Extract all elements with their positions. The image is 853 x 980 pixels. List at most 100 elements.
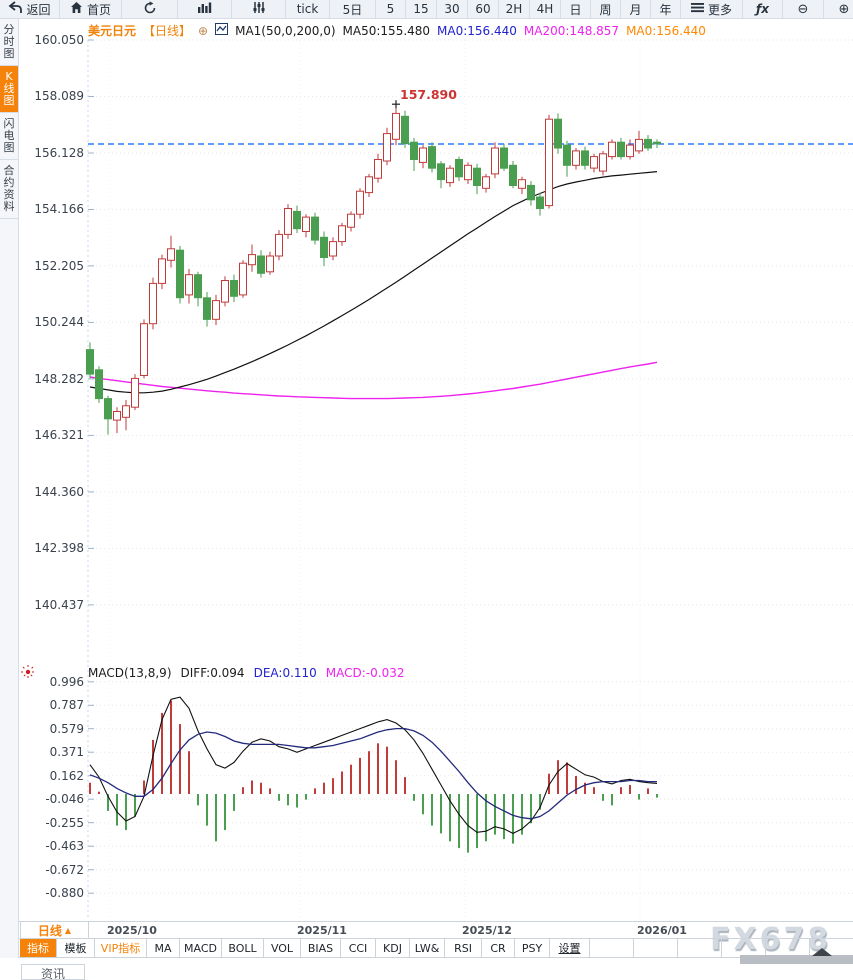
toolbar-button-h4[interactable]: 4H	[530, 0, 561, 18]
toolbar-button-label: 更多	[707, 2, 732, 17]
toolbar-button-zoom-out[interactable]: ⊖	[783, 0, 824, 18]
toolbar-button-m60[interactable]: 60	[468, 0, 499, 18]
toolbar-button-label: 年	[659, 2, 672, 17]
toolbar-button-label: 5	[386, 2, 395, 16]
indicator-tab-psy[interactable]: PSY	[515, 939, 550, 957]
sidebar-tab-char: 合	[3, 164, 15, 177]
toolbar-button-day[interactable]: 日	[561, 0, 591, 18]
indicator-tab-empty	[634, 939, 678, 957]
home-icon	[70, 1, 83, 17]
date-axis-label: 2026/01	[637, 924, 687, 937]
toolbar-button-more[interactable]: 更多	[681, 0, 743, 18]
sidebar-tab-char: 线	[3, 82, 15, 95]
sidebar-tab-time-chart[interactable]: 分时图	[0, 19, 18, 66]
indicator-tab-cr[interactable]: CR	[482, 939, 515, 957]
indicator-tab-label: RSI	[454, 941, 472, 955]
triangle-up-icon: ▲	[64, 925, 72, 935]
news-tab-label: 资讯	[40, 967, 65, 980]
toolbar-button-zoom-in[interactable]: ⊕	[824, 0, 853, 18]
toolbar-button-refresh[interactable]	[122, 0, 178, 18]
toolbar-button-h2[interactable]: 2H	[499, 0, 530, 18]
add-indicator-icon[interactable]: ⊕	[198, 23, 209, 38]
panel-resize-bar[interactable]	[740, 948, 853, 964]
x-axis-row: 日线 ▲ 2025/10 2025/11 2025/12 2026/01	[0, 921, 853, 938]
toolbar-button-week[interactable]: 周	[591, 0, 621, 18]
toolbar-button-5d[interactable]: 5日	[330, 0, 376, 18]
period-selector[interactable]: 日线 ▲	[20, 922, 89, 938]
macd-settings-icon[interactable]	[20, 664, 36, 680]
indicator-tab-label: MACD	[184, 941, 217, 955]
indicator-tab-kdj[interactable]: KDJ	[376, 939, 410, 957]
toolbar-button-label: 日	[569, 2, 582, 17]
toolbar-button-label: ⊕	[838, 1, 850, 17]
back-arrow-icon	[8, 1, 23, 17]
toolbar-button-label: 60	[475, 2, 491, 16]
toolbar-button-m15[interactable]: 15	[406, 0, 437, 18]
top-toolbar: 返回 首页 tick 5日 5 15 30 60 2H 4H 日 周 月 年 更多 ƒx ⊖ ⊕	[0, 0, 853, 19]
indicator-tab-label: PSY	[521, 941, 543, 955]
sidebar-tab-contract-info[interactable]: 合约资料	[0, 160, 18, 219]
toolbar-button-back[interactable]: 返回	[0, 0, 60, 18]
toolbar-button-fx[interactable]: ƒx	[743, 0, 783, 18]
news-tab[interactable]: 资讯	[21, 964, 85, 980]
sidebar-tab-char: 资	[3, 188, 15, 201]
sidebar-tab-char: 图	[3, 141, 15, 154]
indicator-tab-label: 设置	[558, 942, 581, 955]
menu-icon	[690, 2, 704, 16]
candlestick-chart[interactable]: 157.890	[19, 19, 853, 922]
date-axis-label: 2025/10	[107, 924, 157, 937]
toolbar-button-label: 4H	[536, 2, 554, 16]
sidebar-tab-flash-chart[interactable]: 闪电图	[0, 113, 18, 160]
indicator-tab-empty	[590, 939, 634, 957]
indicator-tab-empty	[722, 939, 766, 957]
date-axis-label: 2025/11	[297, 924, 347, 937]
indicator-tab-empty	[678, 939, 722, 957]
indicator-tab-label: LW&	[414, 941, 440, 955]
refresh-icon	[143, 0, 157, 18]
sidebar-tab-char: 闪	[3, 117, 15, 130]
indicator-tab-vol[interactable]: VOL	[264, 939, 301, 957]
indicator-tab-bias[interactable]: BIAS	[301, 939, 341, 957]
toolbar-button-month[interactable]: 月	[621, 0, 651, 18]
toolbar-button-home[interactable]: 首页	[60, 0, 122, 18]
toolbar-button-indicator[interactable]	[232, 0, 286, 18]
sliders-icon	[252, 1, 266, 17]
date-axis-label: 2025/12	[462, 924, 512, 937]
indicator-tab-settings[interactable]: 设置	[550, 939, 590, 957]
indicator-tab-ma[interactable]: MA	[147, 939, 180, 957]
indicator-tab-label: CR	[490, 941, 506, 955]
indicator-tab-indicators[interactable]: 指标	[20, 939, 57, 957]
indicator-tab-label: KDJ	[383, 941, 402, 955]
indicator-tab-templates[interactable]: 模板	[57, 939, 95, 957]
watermark: FX678	[710, 922, 832, 957]
indicator-tab-cci[interactable]: CCI	[341, 939, 376, 957]
sidebar-tab-char: 分	[3, 23, 15, 36]
indicator-tab-vip[interactable]: VIP指标	[95, 939, 147, 957]
indicator-tab-rsi[interactable]: RSI	[445, 939, 482, 957]
toolbar-button-label: 15	[413, 2, 429, 16]
toolbar-button-tick[interactable]: tick	[286, 0, 330, 18]
period-selector-label: 日线	[37, 923, 62, 938]
indicator-tab-label: CCI	[348, 941, 368, 955]
toolbar-button-chart-type[interactable]	[178, 0, 232, 18]
collapse-triangle-icon[interactable]	[812, 948, 832, 956]
toolbar-button-label: 5日	[342, 2, 363, 17]
indicator-tab-boll[interactable]: BOLL	[222, 939, 264, 957]
indicator-tab-label: VOL	[270, 941, 294, 955]
toolbar-button-year[interactable]: 年	[651, 0, 681, 18]
toolbar-button-label: 返回	[26, 2, 51, 17]
sidebar-tab-char: 料	[3, 200, 15, 213]
indicator-tab-label: MA	[154, 941, 172, 955]
sidebar-tab-char: 约	[3, 176, 15, 189]
sidebar-tab-char: K	[5, 70, 13, 83]
sidebar-tab-char: 电	[3, 129, 15, 142]
sidebar-tab-char: 时	[3, 35, 15, 48]
toolbar-button-m30[interactable]: 30	[437, 0, 468, 18]
indicator-tab-lw[interactable]: LW&	[410, 939, 445, 957]
indicator-tab-macd[interactable]: MACD	[180, 939, 222, 957]
indicator-tab-label: BIAS	[307, 941, 334, 955]
toolbar-button-m5[interactable]: 5	[376, 0, 406, 18]
indicator-tab-label: 指标	[27, 942, 49, 955]
